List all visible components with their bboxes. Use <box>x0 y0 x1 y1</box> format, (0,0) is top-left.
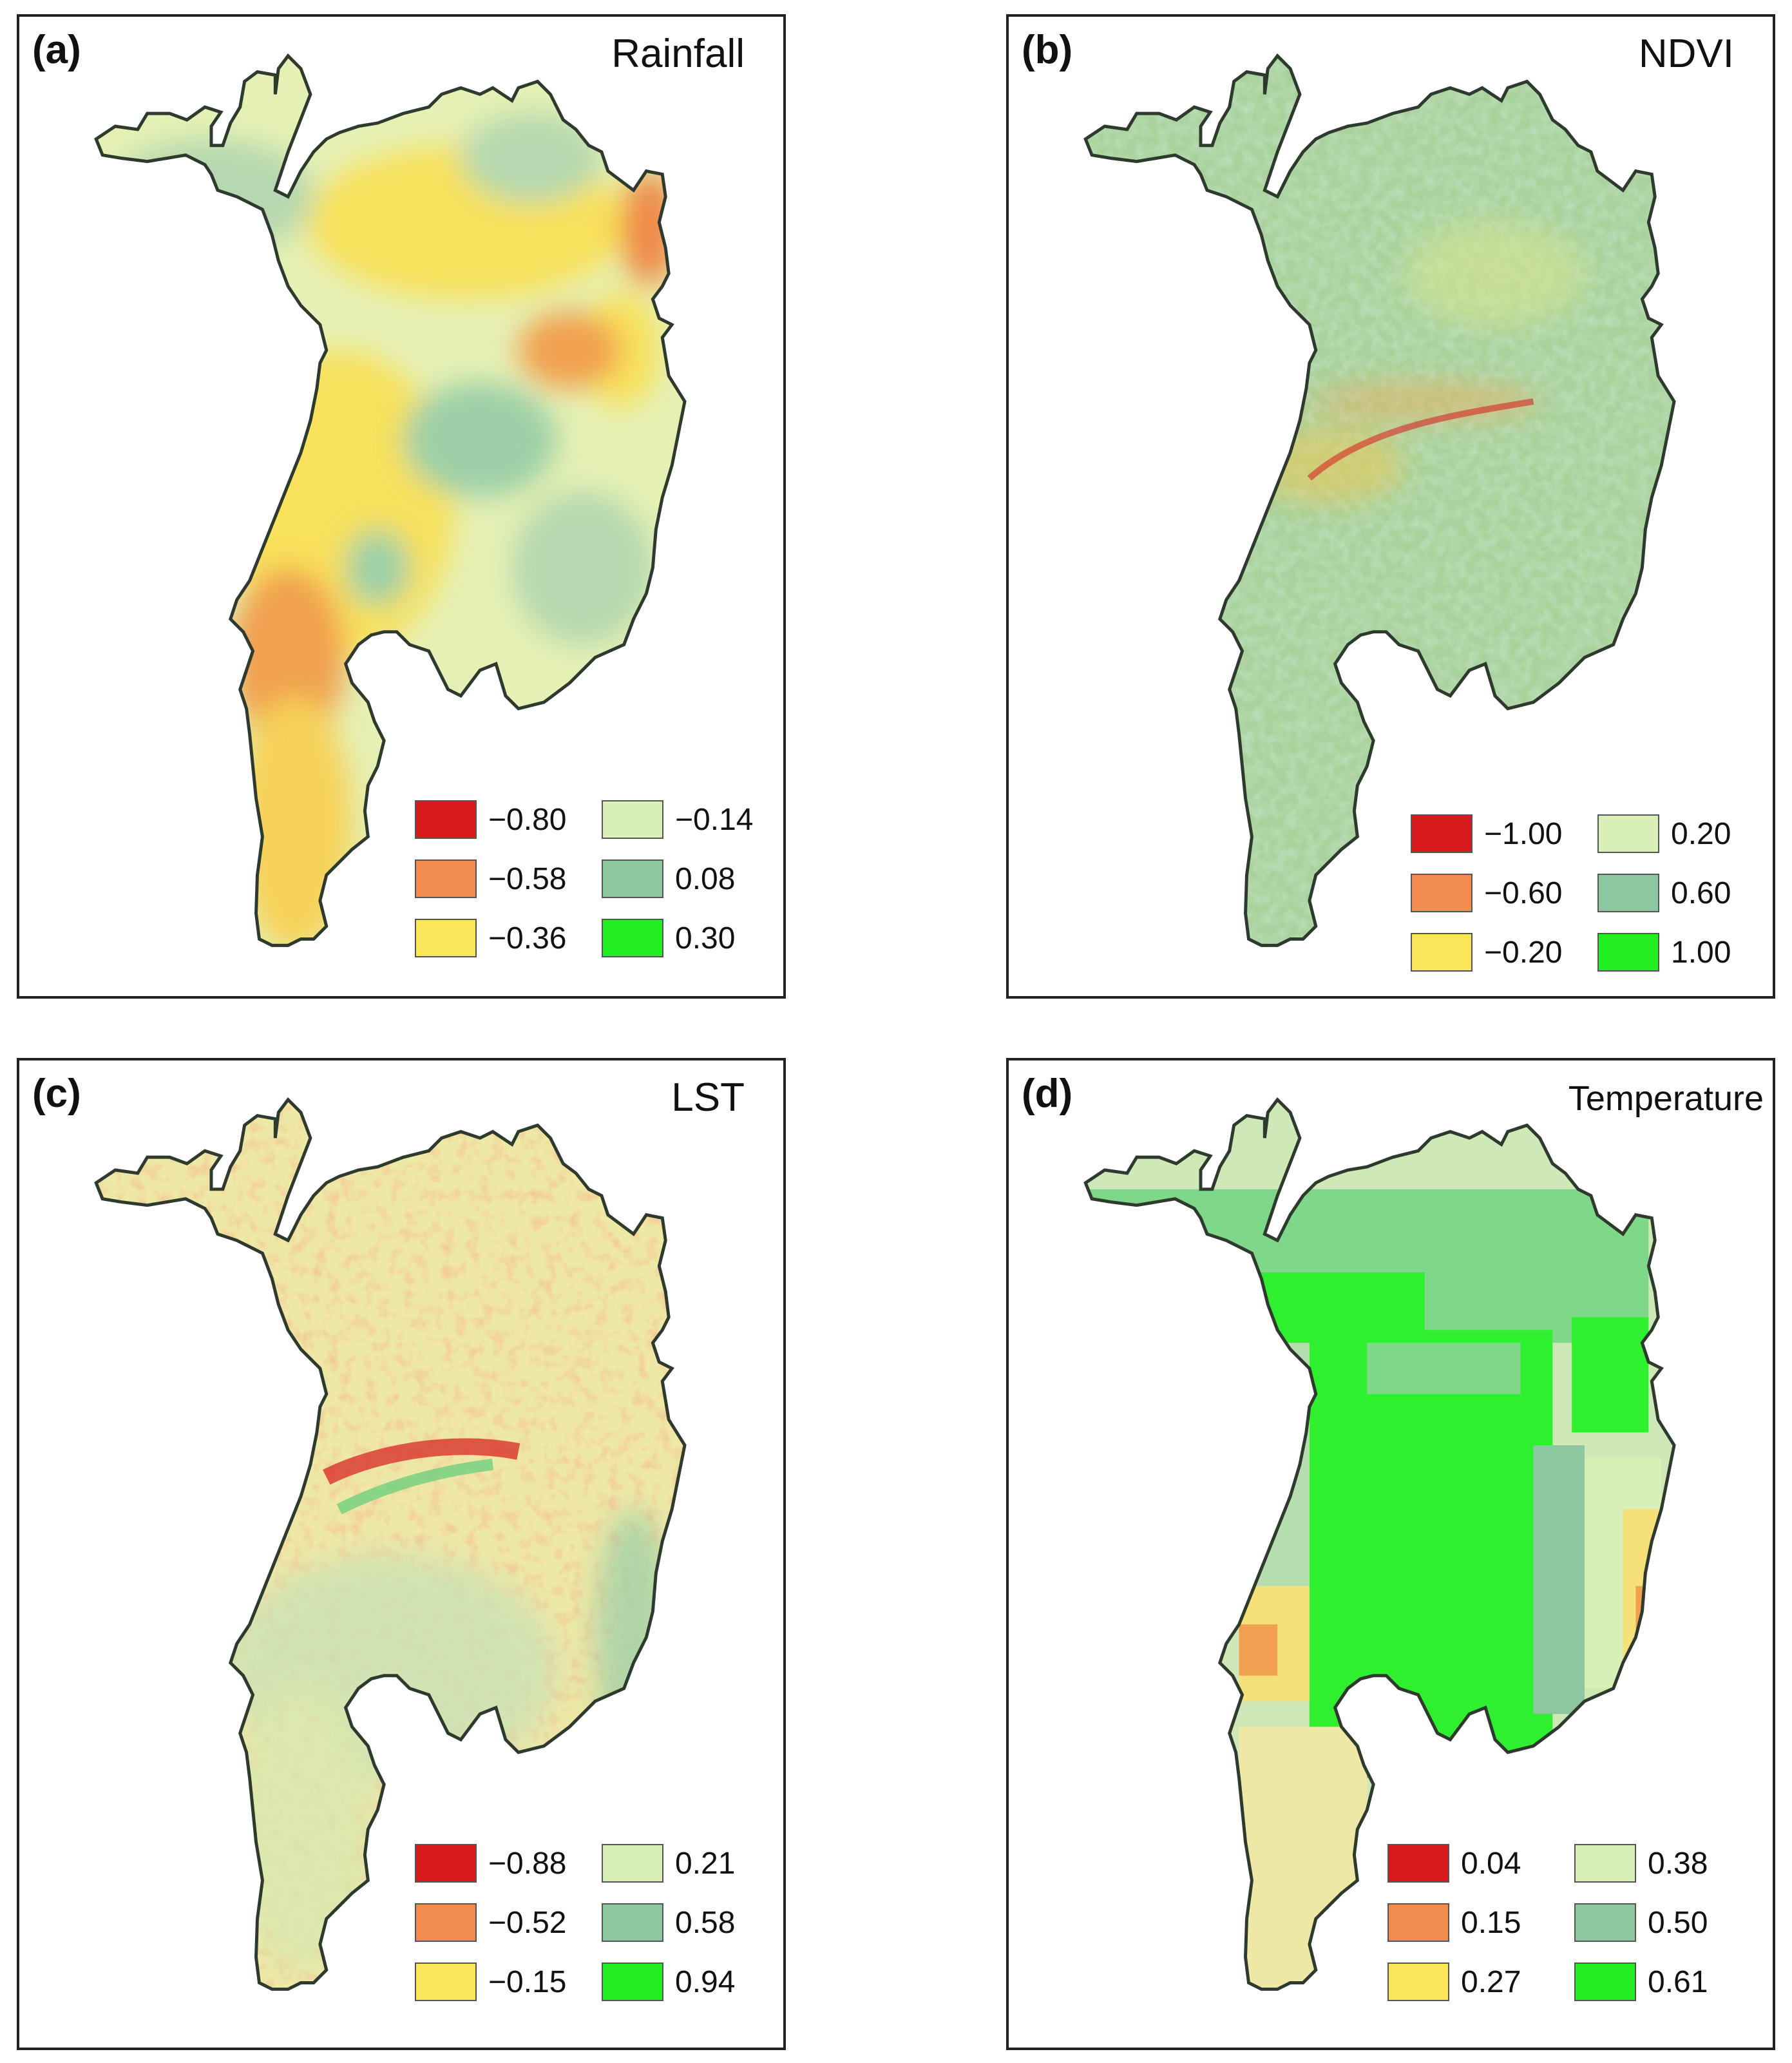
legend-swatch <box>1597 814 1659 853</box>
legend-value: −0.60 <box>1484 876 1563 910</box>
panel-label: (d) <box>1022 1071 1073 1116</box>
legend-swatch <box>1411 874 1473 912</box>
ndvi-map <box>1009 17 1773 996</box>
panel-rainfall: (a) Rainfall −0.80 −0.14 −0.58 0.08 −0.3… <box>17 14 786 999</box>
legend-value: −0.88 <box>488 1846 567 1881</box>
temperature-map <box>1009 1060 1773 2048</box>
legend-swatch <box>602 919 663 957</box>
legend-swatch <box>602 1844 663 1883</box>
legend-value: 0.60 <box>1671 876 1731 910</box>
legend-swatch <box>1387 1844 1449 1883</box>
legend-value: 0.27 <box>1461 1964 1521 1999</box>
legend-swatch <box>1574 1903 1636 1942</box>
legend-swatch <box>1597 874 1659 912</box>
legend-value: −0.52 <box>488 1905 567 1940</box>
panel-ndvi: (b) NDVI −1.00 0.20 −0.60 0.60 −0.20 1.0… <box>1006 14 1775 999</box>
legend-value: 0.61 <box>1648 1964 1708 1999</box>
panel-title: Temperature <box>1568 1079 1764 1118</box>
legend-value: −0.80 <box>488 802 567 837</box>
legend-value: 0.04 <box>1461 1846 1521 1881</box>
panel-label: (c) <box>32 1071 81 1116</box>
legend-value: 0.94 <box>675 1964 736 1999</box>
legend-temperature: 0.04 0.38 0.15 0.50 0.27 0.61 <box>1387 1834 1735 2011</box>
legend-value: −0.15 <box>488 1964 567 1999</box>
legend-swatch <box>602 800 663 839</box>
legend-swatch <box>415 800 477 839</box>
rainfall-map <box>19 17 783 996</box>
panel-label: (b) <box>1022 28 1073 72</box>
legend-swatch <box>415 1903 477 1942</box>
legend-value: 0.08 <box>675 861 736 896</box>
legend-value: −0.36 <box>488 921 567 955</box>
panel-title: LST <box>671 1075 745 1120</box>
legend-rainfall: −0.80 −0.14 −0.58 0.08 −0.36 0.30 <box>415 790 763 968</box>
legend-value: 0.20 <box>1671 816 1731 851</box>
legend-swatch <box>415 859 477 898</box>
legend-swatch <box>1574 1844 1636 1883</box>
legend-swatch <box>602 859 663 898</box>
panel-label: (a) <box>32 28 81 72</box>
legend-swatch <box>415 1844 477 1883</box>
legend-value: 0.58 <box>675 1905 736 1940</box>
legend-value: 0.38 <box>1648 1846 1708 1881</box>
legend-swatch <box>1387 1903 1449 1942</box>
lst-map <box>19 1060 783 2048</box>
legend-value: −0.14 <box>675 802 754 837</box>
legend-value: 0.15 <box>1461 1905 1521 1940</box>
panel-title: NDVI <box>1638 32 1734 76</box>
legend-ndvi: −1.00 0.20 −0.60 0.60 −0.20 1.00 <box>1411 804 1759 982</box>
legend-value: 1.00 <box>1671 935 1731 970</box>
legend-swatch <box>602 1962 663 2001</box>
panel-title: Rainfall <box>611 32 745 76</box>
legend-value: −0.58 <box>488 861 567 896</box>
legend-swatch <box>1411 933 1473 972</box>
legend-swatch <box>1597 933 1659 972</box>
panel-temperature: (d) Temperature 0.04 0.38 0.15 0.50 0.27… <box>1006 1058 1775 2050</box>
legend-value: −1.00 <box>1484 816 1563 851</box>
legend-swatch <box>1387 1962 1449 2001</box>
legend-lst: −0.88 0.21 −0.52 0.58 −0.15 0.94 <box>415 1834 763 2011</box>
legend-swatch <box>1411 814 1473 853</box>
legend-value: 0.21 <box>675 1846 736 1881</box>
legend-swatch <box>415 919 477 957</box>
legend-swatch <box>415 1962 477 2001</box>
legend-value: −0.20 <box>1484 935 1563 970</box>
legend-value: 0.30 <box>675 921 736 955</box>
panel-lst: (c) LST −0.88 0.21 −0.52 0.58 −0.15 0.94 <box>17 1058 786 2050</box>
legend-swatch <box>1574 1962 1636 2001</box>
legend-value: 0.50 <box>1648 1905 1708 1940</box>
legend-swatch <box>602 1903 663 1942</box>
